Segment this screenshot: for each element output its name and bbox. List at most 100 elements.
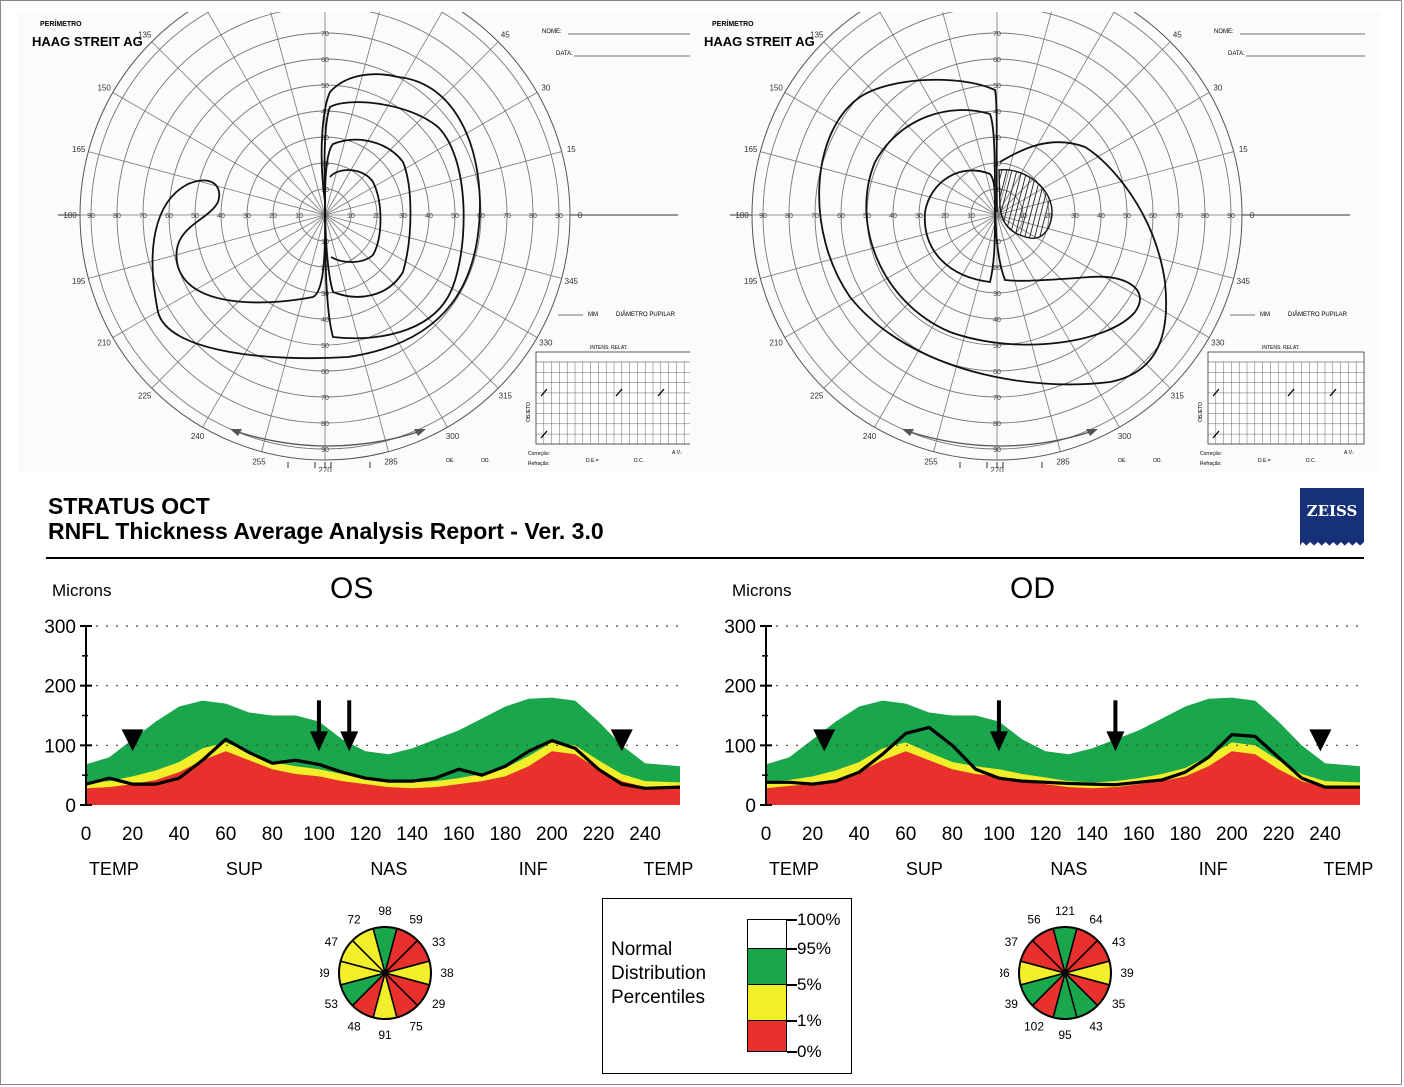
ring-label: 90 xyxy=(993,447,1001,454)
chart-title: OD xyxy=(1010,572,1055,605)
x-tick-label: 40 xyxy=(169,824,190,845)
ring-label: 30 xyxy=(399,213,407,220)
angle-label: 30 xyxy=(1213,84,1222,93)
pie-value-label: 64 xyxy=(1089,912,1103,926)
correcao-label: Correção: xyxy=(528,451,550,457)
pie-value-label: 36 xyxy=(1000,966,1010,980)
ring-label: 60 xyxy=(321,57,329,64)
ring-label: 70 xyxy=(139,213,147,220)
legend-level: 1% xyxy=(797,1011,822,1030)
scotoma-hatch xyxy=(1013,169,1033,239)
pie-outline xyxy=(1018,926,1112,1020)
legend-tick xyxy=(787,919,797,921)
objeto-label: OBJETO xyxy=(526,402,532,422)
brand-name: HAAG STREIT AG xyxy=(704,34,815,49)
scotoma-hatch xyxy=(1023,169,1043,239)
legend-swatch-yellow xyxy=(747,984,787,1021)
x-tick-label: 140 xyxy=(396,824,428,845)
brand-small: PERÍMETRO xyxy=(40,19,82,28)
refracao-label: Refração: xyxy=(528,461,550,467)
dc-label: D.C. xyxy=(1306,458,1316,464)
ring-label: 80 xyxy=(113,213,121,220)
isopters xyxy=(818,78,1168,386)
perimetry-chart-left: 9075604530150345330315300285270255240225… xyxy=(18,12,708,472)
ring-label: 80 xyxy=(785,213,793,220)
y-tick-label: 300 xyxy=(44,617,76,638)
mm-label: MM xyxy=(588,312,598,318)
ring-label: 40 xyxy=(889,213,897,220)
ring-label: 10 xyxy=(347,213,355,220)
meridian-line xyxy=(933,214,998,452)
ring-label: 90 xyxy=(555,213,563,220)
scotoma-hatch xyxy=(999,169,1013,239)
isopter-inner xyxy=(924,169,996,283)
ring-label: 90 xyxy=(759,213,767,220)
scotoma-hatch xyxy=(1033,169,1052,239)
arc-arrow xyxy=(1086,429,1098,436)
meridian-line xyxy=(112,214,326,338)
pie-value-label: 39 xyxy=(1120,966,1134,980)
isopter-inner xyxy=(324,138,412,298)
ring-label: 70 xyxy=(993,395,1001,402)
x-tick-label: 20 xyxy=(802,824,823,845)
isopter-core xyxy=(329,169,382,263)
angle-label: 0 xyxy=(578,211,583,220)
ring-label: 30 xyxy=(321,291,329,298)
meridian-line xyxy=(996,41,1171,216)
angle-label: 0 xyxy=(1250,211,1255,220)
arrowhead-marker xyxy=(121,729,144,752)
legend-swatch-green xyxy=(747,948,787,985)
pie-value-label: 47 xyxy=(325,935,339,949)
pie-value-label: 43 xyxy=(1089,1020,1103,1034)
meridian-line xyxy=(324,214,538,338)
meridian-line xyxy=(760,214,998,279)
angle-label: 180 xyxy=(735,211,749,220)
x-tick-label: 20 xyxy=(122,824,143,845)
angle-label: 210 xyxy=(769,339,783,348)
legend-tick xyxy=(787,948,797,950)
report-title: STRATUS OCT xyxy=(48,493,210,519)
angle-label: 195 xyxy=(744,277,758,286)
region-label: INF xyxy=(1199,859,1228,879)
ring-label: 70 xyxy=(811,213,819,220)
meridian-line xyxy=(324,41,499,216)
meridian-line xyxy=(760,151,998,216)
angle-label: 330 xyxy=(1211,339,1225,348)
ring-label: 50 xyxy=(321,343,329,350)
table-mark xyxy=(657,388,665,397)
dc-label: D.C. xyxy=(634,458,644,464)
isopter-mid xyxy=(865,109,1141,346)
pie-value-label: 98 xyxy=(378,904,392,918)
arc-arrow xyxy=(902,429,914,436)
oe-label: OE. xyxy=(1118,458,1127,464)
angle-label: 270 xyxy=(990,466,1004,472)
refracao-label: Refração: xyxy=(1200,461,1222,467)
meridian-line xyxy=(202,214,326,428)
scotoma-hatch xyxy=(999,169,1008,239)
pie-value-label: 75 xyxy=(409,1020,423,1034)
angle-label: 300 xyxy=(446,432,460,441)
table-mark xyxy=(540,388,548,397)
angle-label: 270 xyxy=(318,466,332,472)
meridian-line xyxy=(151,41,326,216)
ring-label: 30 xyxy=(993,291,1001,298)
angle-label: 210 xyxy=(97,339,111,348)
angle-label: 15 xyxy=(1239,145,1248,154)
legend-level: 5% xyxy=(797,975,822,994)
region-label: INF xyxy=(519,859,548,879)
meridian-line xyxy=(324,214,389,452)
angle-label: 30 xyxy=(541,84,550,93)
pie-value-label: 29 xyxy=(432,997,446,1011)
header-divider xyxy=(46,557,1364,559)
meridian-line xyxy=(823,214,998,389)
angle-label: 240 xyxy=(863,432,877,441)
y-tick-label: 300 xyxy=(724,617,756,638)
ring-label: 60 xyxy=(165,213,173,220)
meridian-line xyxy=(996,214,1120,428)
intens-label: INTENS. RELAT. xyxy=(590,345,628,351)
ring-label: 40 xyxy=(1097,213,1105,220)
rnfl-chart-od: Microns OD 0 100 200 300 0 20 40 60 80 100 120 140 160… xyxy=(724,572,1373,879)
meridian-line xyxy=(823,41,998,216)
arc-arrow xyxy=(414,429,426,436)
angle-label: 225 xyxy=(138,391,152,400)
